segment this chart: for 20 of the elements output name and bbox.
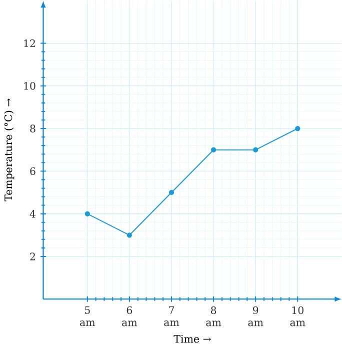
point — [210, 147, 216, 152]
y-tick-label: 10 — [24, 82, 36, 90]
y-axis-title: Temperature (°C) → — [4, 98, 14, 202]
x-tick-label: 5 am — [80, 306, 95, 326]
x-tick-label: 9 am — [248, 306, 264, 326]
x-tick-label: 10 am — [290, 306, 306, 326]
point — [126, 232, 132, 238]
point — [252, 147, 258, 152]
y-tick-label: 6 — [30, 167, 36, 176]
point — [84, 211, 90, 216]
x-tick-label: 6 am — [122, 306, 137, 326]
point — [294, 126, 300, 132]
x-tick-label: 7 am — [164, 306, 179, 326]
point — [168, 190, 174, 196]
x-tick-label: 8 am — [206, 306, 221, 326]
y-tick-label: 2 — [30, 252, 35, 260]
y-tick-label: 12 — [24, 39, 35, 48]
y-tick-label: 8 — [30, 124, 36, 132]
x-axis-title: Time → — [174, 335, 211, 343]
y-tick-label: 4 — [30, 210, 36, 218]
